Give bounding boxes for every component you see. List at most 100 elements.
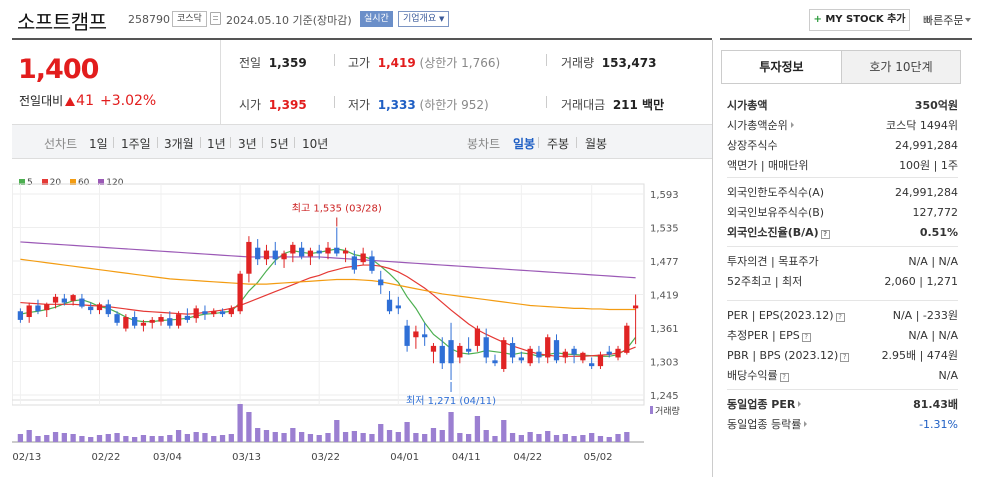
period-1w[interactable]: 1주일	[121, 137, 151, 151]
mystock-add-button[interactable]: + MY STOCK 추가	[809, 9, 910, 31]
volume-bar	[281, 433, 287, 442]
info-value: -1.31%	[919, 418, 958, 431]
legend-ma5-label: 5	[27, 178, 33, 188]
line-chart-label[interactable]: 선차트	[44, 137, 78, 151]
candle-body	[149, 319, 155, 323]
legend-ma20-label: 20	[49, 178, 62, 188]
period-5y[interactable]: 5년	[270, 137, 289, 151]
period-3y[interactable]: 3년	[238, 137, 257, 151]
candle-body	[448, 340, 454, 364]
info-label[interactable]: 동일업종 PER	[727, 395, 802, 415]
high-value: 1,419	[377, 56, 416, 70]
info-value: 127,772	[912, 206, 959, 219]
candle-body	[290, 244, 296, 254]
info-row: 시가총액 350억원	[727, 96, 958, 116]
candle-body	[509, 343, 516, 358]
candle-daily[interactable]: 일봉	[513, 137, 536, 151]
help-icon[interactable]: ?	[779, 373, 789, 382]
period-1y[interactable]: 1년	[207, 137, 226, 151]
info-row: 시가총액순위 코스닥 1494위	[727, 116, 958, 136]
volume-bar	[123, 436, 129, 442]
open-value: 1,395	[268, 98, 307, 112]
volume-bar	[597, 436, 604, 442]
candle-body	[202, 311, 208, 315]
info-row: 외국인보유주식수(B) 127,772	[727, 203, 958, 223]
volume-bar	[483, 430, 489, 442]
help-icon[interactable]: ?	[820, 230, 830, 239]
info-value: N/A	[938, 369, 958, 382]
info-label: 투자의견 | 목표주가	[727, 255, 819, 268]
info-label: 52주최고 | 최저	[727, 275, 803, 288]
info-row: 외국인한도주식수(A) 24,991,284	[727, 183, 958, 203]
corp-info-label: 기업개요	[403, 14, 437, 24]
info-value: 2.95배 | 474원	[881, 349, 958, 362]
candle-body	[589, 363, 595, 367]
realtime-button[interactable]: 실시간	[360, 11, 393, 27]
period-3m[interactable]: 3개월	[164, 137, 194, 151]
candle-body	[228, 308, 234, 315]
candle-chart-label[interactable]: 봉차트	[467, 137, 501, 151]
volume-bar	[202, 433, 208, 442]
candle-body	[378, 279, 384, 286]
volume-label: 거래량	[655, 405, 680, 417]
info-label[interactable]: 동일업종 등락률	[727, 415, 808, 435]
volume-bar	[79, 436, 85, 442]
volume-bar	[105, 434, 111, 442]
candle-body	[404, 325, 410, 346]
help-icon[interactable]: ?	[801, 333, 811, 342]
volume-bar	[501, 420, 507, 442]
help-icon[interactable]: ?	[840, 353, 850, 362]
amount-label: 거래대금	[561, 98, 606, 112]
ma60-line	[20, 258, 636, 311]
candle-body	[211, 311, 217, 315]
candle-weekly[interactable]: 주봉	[547, 137, 570, 151]
info-label[interactable]: 시가총액순위	[727, 116, 794, 136]
info-row: 외국인소진율(B/A)? 0.51%	[727, 223, 958, 243]
volume-bar	[184, 434, 191, 442]
volume-legend-swatch	[650, 406, 653, 414]
volume-bar	[193, 432, 199, 442]
legend-ma20: 20	[41, 178, 62, 188]
period-10y[interactable]: 10년	[302, 137, 329, 151]
info-row: 액면가 | 매매단위 100원 | 1주	[727, 156, 958, 176]
corp-info-dropdown[interactable]: 기업개요 ▼	[398, 11, 450, 27]
volume-bar	[465, 434, 472, 442]
candle-body	[316, 250, 322, 254]
price-chart[interactable]: 5 20 60 120 1,593 1,535 1,477 1,419 1,361 1,3…	[12, 160, 712, 477]
candle-body	[35, 305, 41, 312]
info-value: 24,991,284	[895, 186, 958, 199]
period-1d[interactable]: 1일	[89, 137, 108, 151]
legend-ma60: 60	[69, 178, 89, 188]
info-value: N/A | -233원	[892, 309, 958, 322]
y-tick-label: 1,419	[650, 291, 679, 302]
info-value: N/A | N/A	[908, 329, 958, 342]
candle-body	[624, 325, 630, 353]
info-label: 배당수익률?	[727, 366, 789, 386]
prev-value: 1,359	[268, 56, 307, 70]
info-label: 액면가 | 매매단위	[727, 159, 809, 172]
candle-body	[430, 345, 437, 352]
chart-legend: 5 20 60 120	[19, 178, 129, 188]
prev-close: 전일 1,359	[239, 54, 307, 71]
volume-bar	[246, 412, 252, 442]
divider	[727, 389, 958, 390]
candle-body	[96, 304, 103, 311]
volume-bar	[219, 435, 226, 442]
tab-orderbook-10[interactable]: 호가 10단계	[841, 51, 960, 83]
candle-monthly[interactable]: 월봉	[585, 137, 608, 151]
volume-bar	[369, 434, 375, 442]
tab-investment-info[interactable]: 투자정보	[722, 51, 841, 83]
help-icon[interactable]: ?	[835, 313, 845, 322]
trade-amount: 거래대금 211 백만	[561, 96, 664, 113]
candle-body	[61, 298, 67, 303]
info-value: 2,060 | 1,271	[884, 275, 958, 288]
info-row: 배당수익률? N/A	[727, 366, 958, 386]
info-group-g1: 시가총액 350억원 시가총액순위 코스닥 1494위 상장주식수 24,991,284 액…	[727, 96, 958, 176]
info-tabs: 투자정보 호가 10단계	[721, 50, 961, 84]
divider	[334, 96, 335, 108]
divider	[230, 137, 231, 148]
quick-order-button[interactable]: 빠른주문	[923, 12, 971, 28]
candle-body	[562, 351, 568, 358]
volume-bar	[545, 431, 551, 442]
candle-body	[246, 241, 252, 274]
